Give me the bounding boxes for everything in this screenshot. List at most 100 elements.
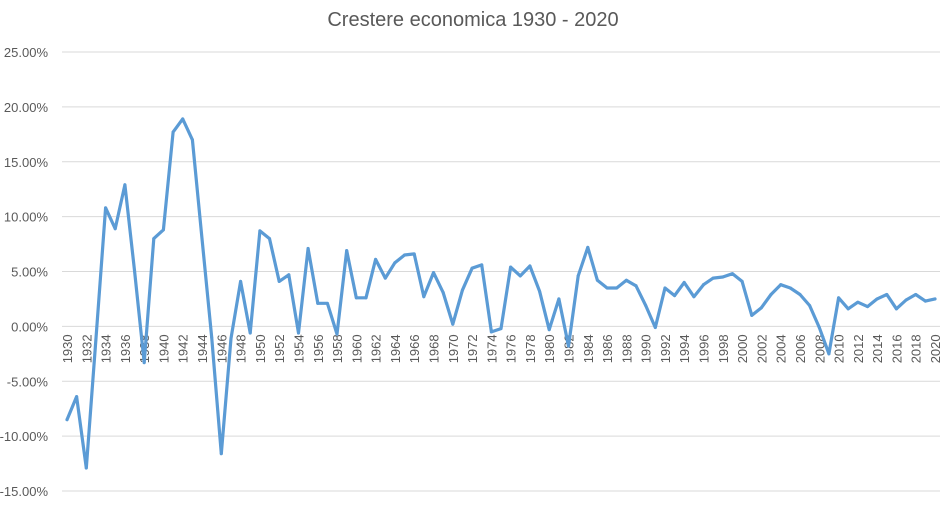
data-point xyxy=(412,252,416,256)
data-point xyxy=(595,278,599,282)
data-point xyxy=(94,338,98,342)
data-point xyxy=(161,228,165,232)
data-point xyxy=(287,273,291,277)
x-tick-label: 1956 xyxy=(311,334,326,363)
data-point xyxy=(547,328,551,332)
x-tick-label: 2000 xyxy=(735,334,750,363)
data-point xyxy=(268,237,272,241)
data-point xyxy=(422,295,426,299)
x-tick-label: 1974 xyxy=(484,334,499,363)
data-point xyxy=(817,325,821,329)
data-point xyxy=(431,271,435,275)
y-tick-label: 5.00% xyxy=(11,265,48,280)
data-point xyxy=(586,245,590,249)
x-tick-label: 1968 xyxy=(426,334,441,363)
x-tick-label: 1950 xyxy=(253,334,268,363)
y-tick-label: 25.00% xyxy=(4,45,49,60)
data-point xyxy=(538,289,542,293)
gridlines xyxy=(62,51,940,492)
data-point xyxy=(248,331,252,335)
x-tick-label: 1976 xyxy=(504,334,519,363)
data-point xyxy=(403,253,407,257)
data-point xyxy=(759,306,763,310)
x-tick-label: 1958 xyxy=(330,334,345,363)
data-point xyxy=(374,257,378,261)
data-point xyxy=(865,305,869,309)
data-point xyxy=(914,293,918,297)
x-tick-label: 2020 xyxy=(928,334,943,363)
data-point xyxy=(489,330,493,334)
x-tick-label: 1978 xyxy=(523,334,538,363)
data-point xyxy=(470,266,474,270)
data-point xyxy=(769,293,773,297)
data-point xyxy=(653,325,657,329)
data-point xyxy=(480,263,484,267)
data-point xyxy=(673,294,677,298)
data-point xyxy=(663,286,667,290)
data-point xyxy=(730,272,734,276)
data-point xyxy=(383,276,387,280)
data-point xyxy=(885,293,889,297)
x-tick-label: 1934 xyxy=(99,334,114,363)
x-tick-label: 1984 xyxy=(581,334,596,363)
data-point xyxy=(567,344,571,348)
data-point xyxy=(894,307,898,311)
data-point xyxy=(827,352,831,356)
data-point xyxy=(65,418,69,422)
data-point xyxy=(798,293,802,297)
data-point xyxy=(605,286,609,290)
y-tick-label: 20.00% xyxy=(4,100,49,115)
data-point xyxy=(210,335,214,339)
y-tick-label: -15.00% xyxy=(0,484,48,499)
data-point xyxy=(219,452,223,456)
x-tick-label: 2018 xyxy=(909,334,924,363)
x-tick-label: 1940 xyxy=(156,334,171,363)
data-point xyxy=(229,336,233,340)
data-point xyxy=(354,296,358,300)
x-tick-label: 1986 xyxy=(600,334,615,363)
y-tick-label: -10.00% xyxy=(0,429,48,444)
y-tick-label: 15.00% xyxy=(4,155,49,170)
data-point xyxy=(75,395,79,399)
data-point xyxy=(808,304,812,308)
data-point xyxy=(335,332,339,336)
x-tick-label: 1946 xyxy=(214,334,229,363)
data-point xyxy=(624,278,628,282)
x-tick-label: 2006 xyxy=(793,334,808,363)
chart-title: Crestere economica 1930 - 2020 xyxy=(327,9,618,31)
data-point xyxy=(557,297,561,301)
data-point xyxy=(460,288,464,292)
x-tick-label: 1944 xyxy=(195,334,210,363)
x-tick-label: 1982 xyxy=(562,334,577,363)
data-point xyxy=(711,276,715,280)
data-point xyxy=(788,286,792,290)
x-tick-label: 1952 xyxy=(272,334,287,363)
x-tick-label: 2012 xyxy=(851,334,866,363)
x-tick-label: 1988 xyxy=(619,334,634,363)
x-tick-label: 1954 xyxy=(291,334,306,363)
y-tick-label: 10.00% xyxy=(4,210,49,225)
data-point xyxy=(509,265,513,269)
data-point xyxy=(258,229,262,233)
data-point xyxy=(306,246,310,250)
x-tick-label: 2004 xyxy=(774,334,789,363)
data-point xyxy=(133,268,137,272)
x-tick-label: 1948 xyxy=(234,334,249,363)
data-point xyxy=(441,290,445,294)
data-point xyxy=(721,275,725,279)
x-tick-label: 1966 xyxy=(407,334,422,363)
data-point xyxy=(113,227,117,231)
data-point xyxy=(576,274,580,278)
data-point xyxy=(702,283,706,287)
data-point xyxy=(904,298,908,302)
x-tick-label: 1998 xyxy=(716,334,731,363)
series-layer xyxy=(65,117,937,470)
x-tick-label: 1962 xyxy=(369,334,384,363)
x-tick-label: 1996 xyxy=(697,334,712,363)
data-point xyxy=(692,295,696,299)
data-point xyxy=(142,361,146,365)
data-point xyxy=(856,300,860,304)
x-tick-label: 2014 xyxy=(870,334,885,363)
data-point xyxy=(171,130,175,134)
